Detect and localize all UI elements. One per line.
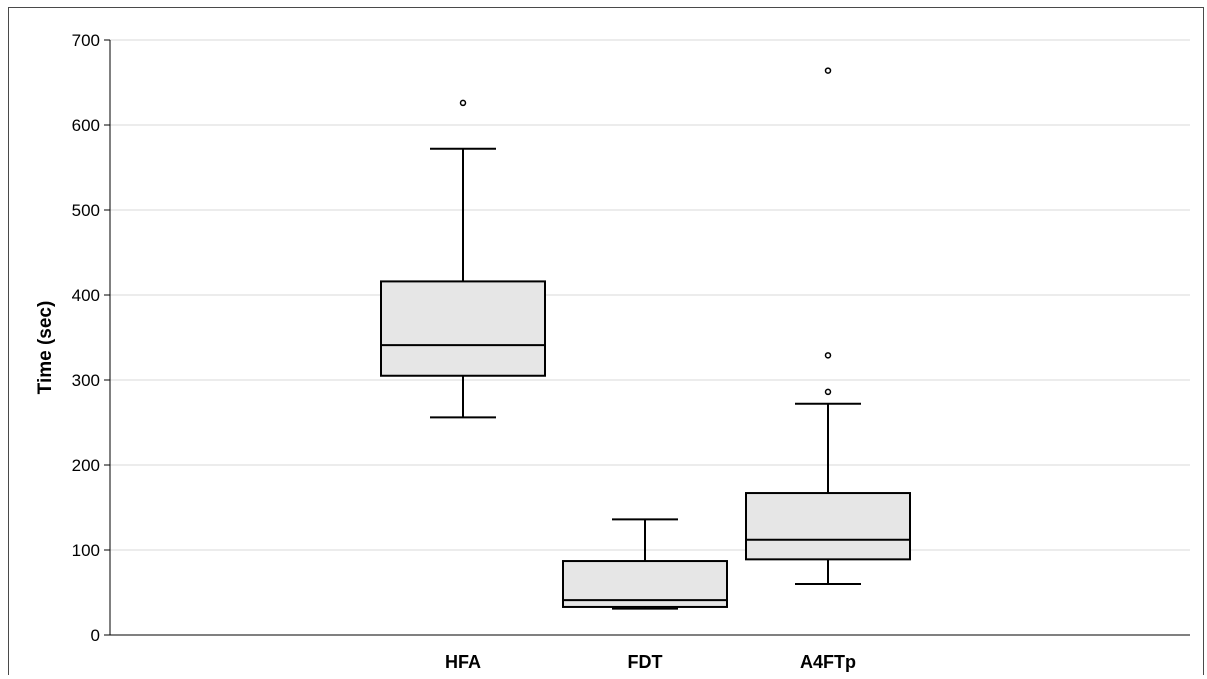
y-tick-label-200: 200 (72, 456, 100, 475)
outlier-a4ftp-1 (824, 352, 832, 359)
y-tick-label-400: 400 (72, 286, 100, 305)
outlier-hfa-0 (459, 99, 467, 107)
x-category-label-hfa: HFA (445, 652, 481, 672)
axes (104, 39, 1190, 636)
boxes (380, 67, 911, 610)
y-tick-label-600: 600 (72, 116, 100, 135)
x-category-label-a4ftp: A4FTp (800, 652, 856, 672)
y-tick-label-700: 700 (72, 31, 100, 50)
y-tick-label-100: 100 (72, 541, 100, 560)
x-category-label-fdt: FDT (628, 652, 663, 672)
y-axis-title: Time (sec) (35, 301, 56, 395)
box-fdt (562, 518, 728, 610)
outlier-a4ftp-2 (824, 67, 832, 74)
y-tick-label-500: 500 (72, 201, 100, 220)
iqr-box-a4ftp (745, 492, 911, 561)
box-hfa (380, 99, 546, 419)
labels: 0 100 200 300 400 500 600 700 Time (sec) HFA FDT A4… (35, 31, 856, 672)
outlier-a4ftp-0 (824, 388, 832, 396)
box-a4ftp (745, 67, 911, 585)
y-tick-label-300: 300 (72, 371, 100, 390)
iqr-box-hfa (380, 280, 546, 377)
y-tick-label-0: 0 (91, 626, 100, 645)
gridlines (110, 39, 1190, 551)
chart-frame (8, 7, 1204, 675)
